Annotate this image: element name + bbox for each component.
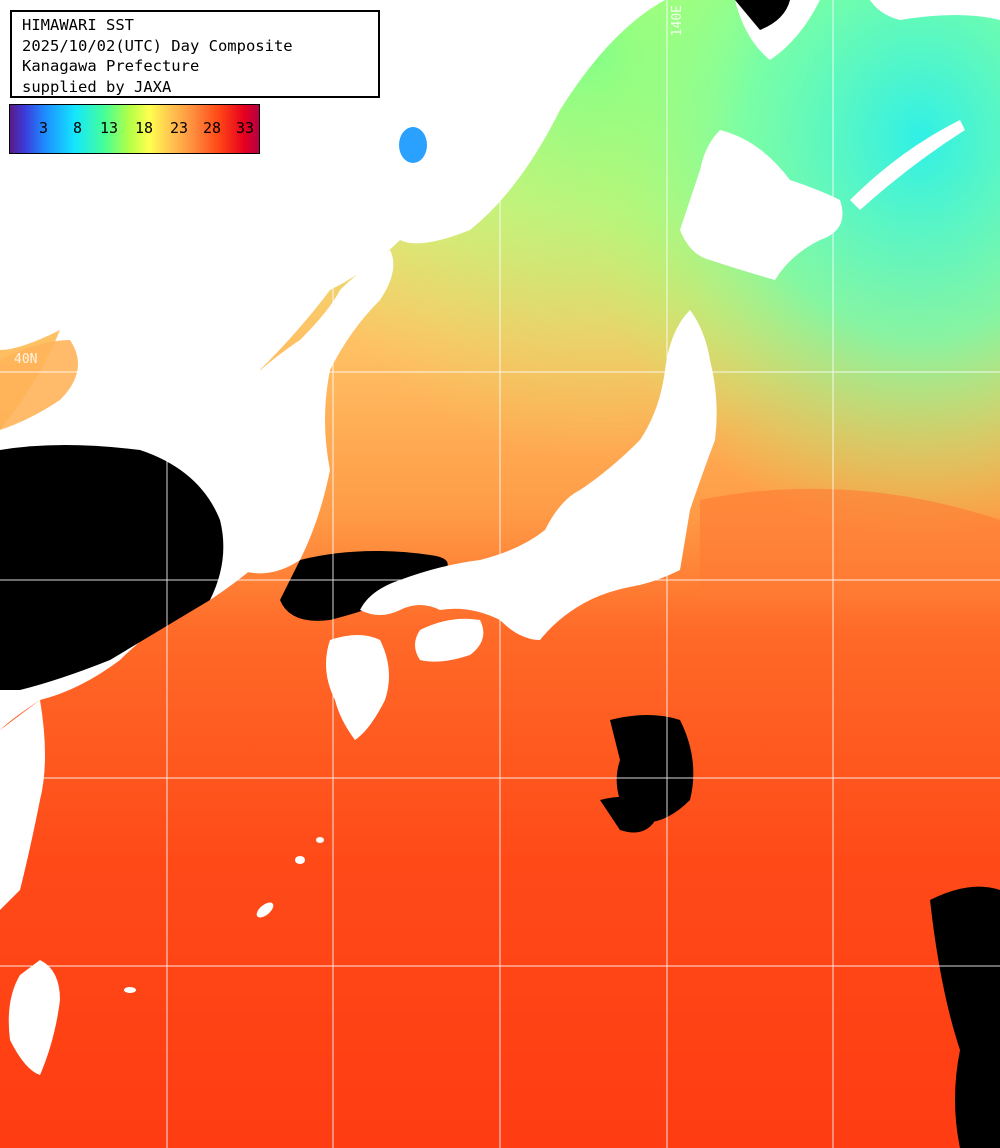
legend-tick: 28 bbox=[203, 119, 222, 137]
color-legend: 3 8 13 18 23 28 33 bbox=[9, 104, 260, 154]
shikoku bbox=[415, 618, 484, 662]
legend-tick: 8 bbox=[73, 119, 83, 137]
title-line-2: 2025/10/02(UTC) Day Composite bbox=[22, 36, 293, 55]
lat-label-30n: 30N bbox=[14, 760, 38, 775]
honshu bbox=[360, 310, 717, 640]
title-line-3: Kanagawa Prefecture bbox=[22, 57, 200, 75]
legend-tick: 3 bbox=[39, 119, 49, 137]
title-line-1: HIMAWARI SST bbox=[22, 16, 134, 34]
okhotsk-coast bbox=[870, 0, 1000, 20]
cloud-tsushima bbox=[280, 551, 448, 621]
legend-tick: 23 bbox=[170, 119, 189, 137]
map-title-box: HIMAWARI SST 2025/10/02(UTC) Day Composi… bbox=[10, 10, 380, 98]
sea-warm-current bbox=[700, 488, 1000, 600]
legend-tick: 18 bbox=[135, 119, 154, 137]
cold-spot bbox=[399, 127, 427, 163]
ryukyu-islands bbox=[124, 837, 324, 993]
kuril-islands bbox=[850, 120, 965, 210]
cloud-sakhalin bbox=[735, 0, 790, 30]
hokkaido bbox=[680, 130, 843, 280]
lat-label-40n: 40N bbox=[14, 352, 38, 367]
cloud-pacific-1 bbox=[610, 715, 694, 823]
cloud-pacific-2 bbox=[600, 796, 660, 833]
legend-tick: 13 bbox=[100, 119, 119, 137]
title-line-4: supplied by JAXA bbox=[22, 77, 172, 96]
bohai-sea bbox=[0, 340, 78, 430]
lon-label-140e: 140E bbox=[670, 5, 685, 37]
kyushu bbox=[326, 635, 389, 740]
cloud-pacific-east bbox=[930, 886, 1000, 1148]
china-southeast-coast bbox=[0, 700, 45, 910]
taiwan bbox=[8, 960, 60, 1075]
korean-peninsula bbox=[226, 250, 394, 574]
legend-tick: 33 bbox=[236, 119, 255, 137]
